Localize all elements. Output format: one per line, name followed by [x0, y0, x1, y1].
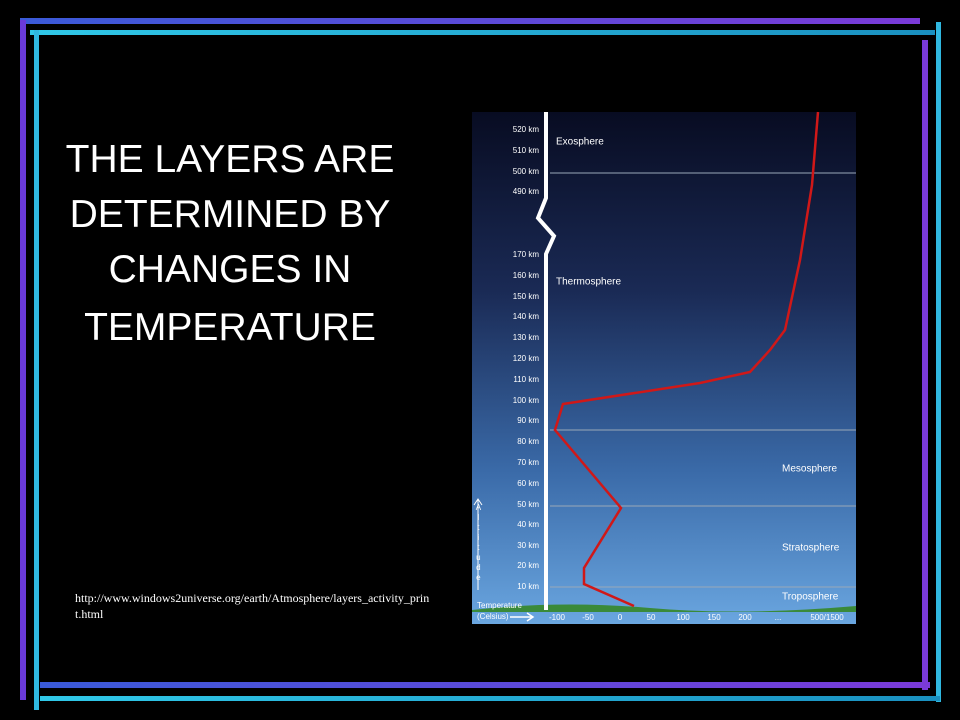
- altitude-label: 160 km: [513, 271, 540, 280]
- arrow: [510, 612, 535, 622]
- temperature-curve: [553, 111, 820, 608]
- temperature-label: ...: [775, 613, 782, 622]
- altitude-label: 490 km: [513, 187, 540, 196]
- title: THE LAYERS ARE DETERMINED BY CHANGES IN TEM…: [66, 138, 395, 349]
- altitude-label: 80 km: [517, 437, 539, 446]
- border-bar: [40, 696, 940, 701]
- altitude-label: 170 km: [513, 250, 540, 259]
- altitude-label: 150 km: [513, 292, 540, 301]
- temperature-label: -100: [549, 613, 566, 622]
- title-line: CHANGES IN: [109, 248, 352, 291]
- altitude-label: 20 km: [517, 561, 539, 570]
- border-bar: [20, 18, 920, 24]
- layer-name: Exosphere: [556, 137, 604, 148]
- altitude-label: 50 km: [517, 500, 539, 509]
- temperature-label: 200: [738, 613, 752, 622]
- border-bar: [30, 30, 935, 35]
- border-bar: [936, 22, 941, 702]
- title-line: TEMPERATURE: [84, 306, 376, 349]
- altitude-axis: [535, 112, 557, 610]
- temperature-title: Temperature: [477, 601, 522, 610]
- ground: [472, 604, 856, 612]
- altitude-label: 510 km: [513, 146, 540, 155]
- temperature-label: 500/1500: [810, 613, 844, 622]
- title-line: THE LAYERS ARE: [66, 138, 395, 181]
- altitude-label: 40 km: [517, 520, 539, 529]
- figure-background: [472, 112, 856, 624]
- border-bar: [922, 40, 928, 690]
- altitude-label: 110 km: [513, 375, 539, 384]
- altitude-label: 520 km: [513, 125, 540, 134]
- temperature-unit: (Celsius): [477, 612, 509, 621]
- temperature-label: 50: [647, 613, 656, 622]
- altitude-label: 10 km: [517, 582, 539, 591]
- arrow: [473, 498, 483, 590]
- altitude-label: 100 km: [513, 396, 540, 405]
- title-line: DETERMINED BY: [70, 193, 391, 236]
- temperature-label: -50: [582, 613, 594, 622]
- border-bar: [34, 30, 39, 710]
- layer-name: Troposphere: [782, 592, 839, 603]
- temperature-label: 150: [707, 613, 721, 622]
- temperature-label: 100: [676, 613, 690, 622]
- source-url: http://www.windows2universe.org/earth/At…: [75, 591, 430, 621]
- altitude-label: 120 km: [513, 354, 540, 363]
- border-bar: [40, 682, 930, 688]
- altitude-label: 70 km: [517, 458, 539, 467]
- layer-boundaries: [550, 172, 856, 588]
- altitude-label: 90 km: [517, 416, 539, 425]
- border-bar: [20, 20, 26, 700]
- altitude-title: Altitude: [474, 503, 483, 583]
- altitude-label: 130 km: [513, 333, 540, 342]
- layer-name: Thermosphere: [556, 277, 621, 288]
- layer-name: Mesosphere: [782, 464, 837, 475]
- atmosphere-figure: 520 km 510 km 500 km 490 km 170 km 160 km 150 …: [472, 111, 856, 624]
- altitude-label: 30 km: [517, 541, 539, 550]
- layer-name: Stratosphere: [782, 543, 840, 554]
- altitude-label: 60 km: [517, 479, 539, 488]
- altitude-label: 500 km: [513, 167, 540, 176]
- altitude-label: 140 km: [513, 312, 540, 321]
- temperature-label: 0: [618, 613, 623, 622]
